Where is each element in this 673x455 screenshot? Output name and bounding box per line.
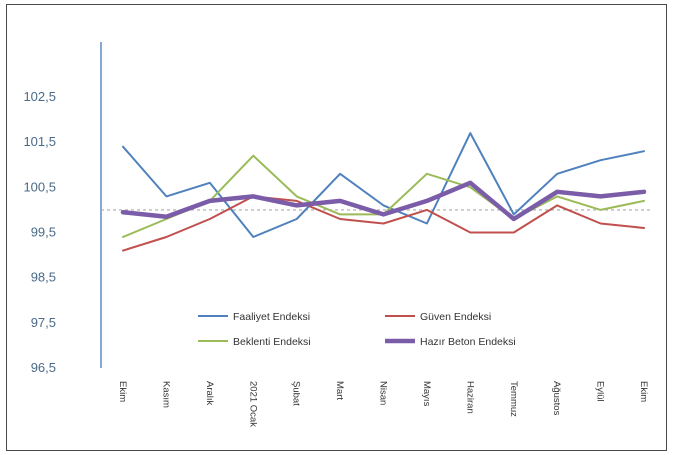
x-tick-label: Eylül bbox=[595, 381, 606, 402]
y-tick-label: 99,5 bbox=[31, 225, 56, 240]
x-tick-label: Ekim bbox=[117, 381, 128, 402]
y-tick-label: 100,5 bbox=[23, 179, 56, 194]
legend-label: Faaliyet Endeksi bbox=[233, 311, 310, 323]
x-tick-label: Temmuz bbox=[508, 381, 519, 417]
x-tick-label: 2021 Ocak bbox=[247, 381, 258, 427]
y-tick-label: 102,5 bbox=[23, 89, 56, 104]
series-line-4 bbox=[120, 180, 647, 222]
legend-label: Beklenti Endeksi bbox=[233, 336, 311, 348]
x-tick-label: Aralık bbox=[204, 381, 215, 406]
x-tick-label: Ekim bbox=[638, 381, 649, 402]
legend-label: Hazır Beton Endeksi bbox=[420, 336, 516, 348]
y-tick-label: 101,5 bbox=[23, 134, 56, 149]
y-tick-label: 96,5 bbox=[31, 360, 56, 375]
series-line-1 bbox=[122, 132, 645, 238]
x-tick-label: Kasım bbox=[160, 381, 171, 408]
x-tick-label: Nisan bbox=[378, 381, 389, 405]
x-tick-label: Mayıs bbox=[421, 381, 432, 407]
y-tick-label: 97,5 bbox=[31, 315, 56, 330]
series-line-3 bbox=[122, 154, 645, 238]
x-tick-label: Haziran bbox=[464, 381, 475, 414]
y-tick-label: 98,5 bbox=[31, 270, 56, 285]
series-line-2 bbox=[122, 195, 645, 252]
x-tick-label: Şubat bbox=[291, 381, 302, 406]
legend-label: Güven Endeksi bbox=[420, 311, 491, 323]
chart-frame bbox=[6, 4, 667, 451]
x-tick-label: Ağustos bbox=[551, 381, 562, 416]
x-tick-label: Mart bbox=[334, 381, 345, 400]
